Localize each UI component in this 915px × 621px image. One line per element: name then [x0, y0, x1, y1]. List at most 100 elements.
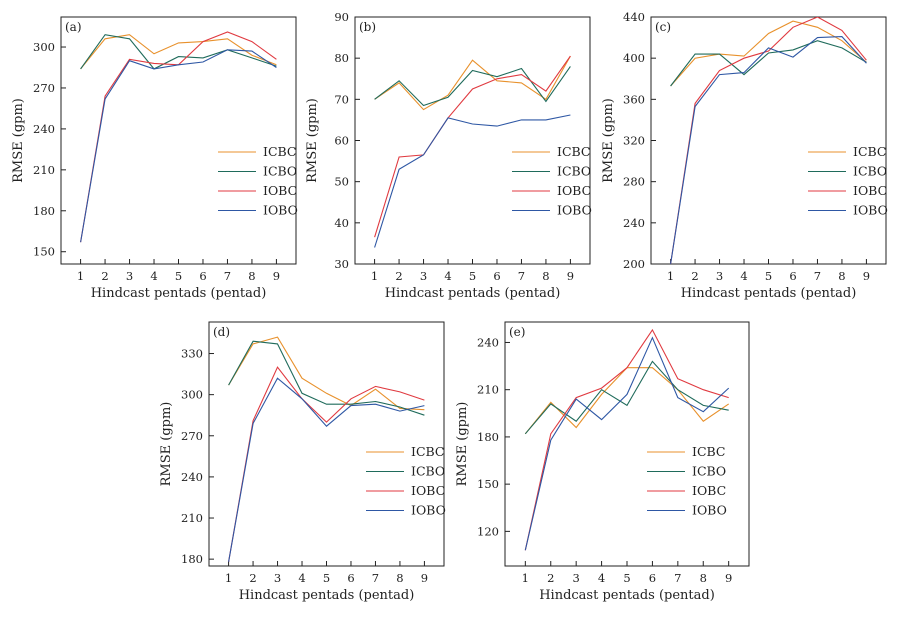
x-tick-label: 2: [101, 269, 108, 283]
x-tick-label: 9: [863, 269, 870, 283]
legend-entry-iobo: IOBO: [263, 203, 298, 218]
x-tick-label: 1: [667, 269, 674, 283]
y-axis-label: RMSE (gpm): [159, 402, 174, 487]
x-tick-label: 4: [598, 571, 605, 585]
y-tick-label: 210: [33, 163, 55, 177]
series-line-iobo: [228, 377, 425, 562]
y-tick-label: 180: [181, 552, 203, 566]
x-tick-label: 9: [421, 571, 428, 585]
y-tick-label: 210: [181, 511, 203, 525]
x-tick-label: 2: [547, 571, 554, 585]
x-tick-label: 2: [249, 571, 256, 585]
x-tick-label: 9: [567, 269, 574, 283]
y-axis-label: RMSE (gpm): [305, 98, 320, 183]
series-line-iobo: [374, 114, 571, 248]
series-line-iobc: [670, 17, 867, 264]
y-tick-label: 200: [623, 257, 645, 271]
series-line-icbc: [228, 336, 425, 411]
series-line-iobo: [670, 36, 867, 264]
y-tick-label: 80: [334, 51, 349, 65]
y-tick-label: 300: [33, 40, 55, 54]
y-tick-label: 50: [334, 175, 349, 189]
x-tick-label: 3: [126, 269, 133, 283]
y-tick-label: 270: [33, 81, 55, 95]
y-tick-label: 240: [181, 470, 203, 484]
panel-label: (d): [213, 325, 230, 339]
legend-entry-icbc: ICBC: [263, 144, 296, 159]
y-tick-label: 90: [334, 10, 349, 24]
x-tick-label: 6: [649, 571, 656, 585]
y-tick-label: 210: [477, 383, 499, 397]
x-tick-label: 8: [838, 269, 845, 283]
x-tick-label: 1: [371, 269, 378, 283]
x-tick-label: 8: [542, 269, 549, 283]
y-tick-label: 280: [623, 175, 645, 189]
legend-entry-icbo: ICBO: [557, 164, 591, 179]
x-tick-label: 7: [518, 269, 525, 283]
y-tick-label: 360: [623, 92, 645, 106]
x-tick-label: 8: [396, 571, 403, 585]
x-tick-label: 2: [691, 269, 698, 283]
x-tick-label: 7: [814, 269, 821, 283]
series-line-iobc: [374, 55, 571, 238]
plot-frame: [650, 16, 887, 265]
chart-panel-2: (b) 30 40 50 60 70 80 90 1 2 3 4 5 6 7 8 9 Hindcast penta…: [305, 10, 592, 301]
y-axis-label: RMSE (gpm): [601, 98, 616, 183]
x-tick-label: 6: [347, 571, 354, 585]
x-axis-label: Hindcast pentads (pentad): [539, 588, 715, 603]
plot-frame: [60, 16, 297, 265]
x-tick-label: 6: [789, 269, 796, 283]
y-tick-label: 320: [623, 134, 645, 148]
y-tick-label: 30: [334, 257, 349, 271]
chart-panel-5: (e) 120 150 180 210 240 1 2 3 4 5 6 7 8 9 Hindcast pent…: [455, 321, 750, 603]
series-line-iobc: [524, 328, 729, 551]
panel-label: (e): [509, 325, 525, 339]
chart-panel-4: (d) 180 210 240 270 300 330 1 2 3 4 5 6 7 8 9 Hindcast p…: [159, 321, 446, 603]
x-tick-label: 9: [725, 571, 732, 585]
panel-label: (b): [359, 20, 376, 34]
legend-entry-iobo: IOBO: [853, 203, 888, 218]
y-tick-label: 60: [334, 134, 349, 148]
legend-entry-iobc: IOBC: [692, 483, 726, 498]
x-tick-label: 4: [740, 269, 747, 283]
x-tick-label: 3: [274, 571, 281, 585]
x-tick-label: 8: [700, 571, 707, 585]
y-tick-label: 70: [334, 92, 349, 106]
legend-entry-iobc: IOBC: [557, 183, 591, 198]
series-line-icbo: [670, 40, 867, 87]
x-tick-label: 8: [248, 269, 255, 283]
x-tick-label: 5: [175, 269, 182, 283]
y-tick-label: 440: [623, 10, 645, 24]
y-axis-label: RMSE (gpm): [455, 402, 470, 487]
y-tick-label: 150: [477, 477, 499, 491]
x-tick-label: 7: [224, 269, 231, 283]
x-tick-label: 7: [674, 571, 681, 585]
y-tick-label: 120: [477, 524, 499, 538]
series-line-icbc: [374, 55, 571, 111]
panel-label: (a): [65, 20, 82, 34]
series-line-icbo: [524, 360, 729, 435]
y-tick-label: 150: [33, 245, 55, 259]
x-tick-label: 3: [573, 571, 580, 585]
x-tick-label: 1: [225, 571, 232, 585]
series-line-iobo: [524, 336, 730, 551]
legend-entry-icbo: ICBO: [263, 164, 297, 179]
x-tick-label: 5: [323, 571, 330, 585]
x-tick-label: 1: [522, 571, 529, 585]
x-tick-label: 7: [372, 571, 379, 585]
legend-entry-icbo: ICBO: [411, 464, 445, 479]
series-line-icbo: [80, 34, 277, 70]
series-line-icbc: [670, 20, 867, 87]
plot-frame: [354, 16, 591, 265]
x-tick-label: 3: [420, 269, 427, 283]
x-tick-label: 4: [298, 571, 305, 585]
series-line-icbo: [228, 340, 425, 416]
y-tick-label: 240: [477, 335, 499, 349]
legend-entry-icbc: ICBC: [411, 444, 444, 459]
series-line-icbc: [524, 367, 730, 435]
legend-entry-iobc: IOBC: [411, 483, 445, 498]
x-tick-label: 6: [493, 269, 500, 283]
x-tick-label: 5: [623, 571, 630, 585]
series-line-iobc: [228, 366, 425, 562]
